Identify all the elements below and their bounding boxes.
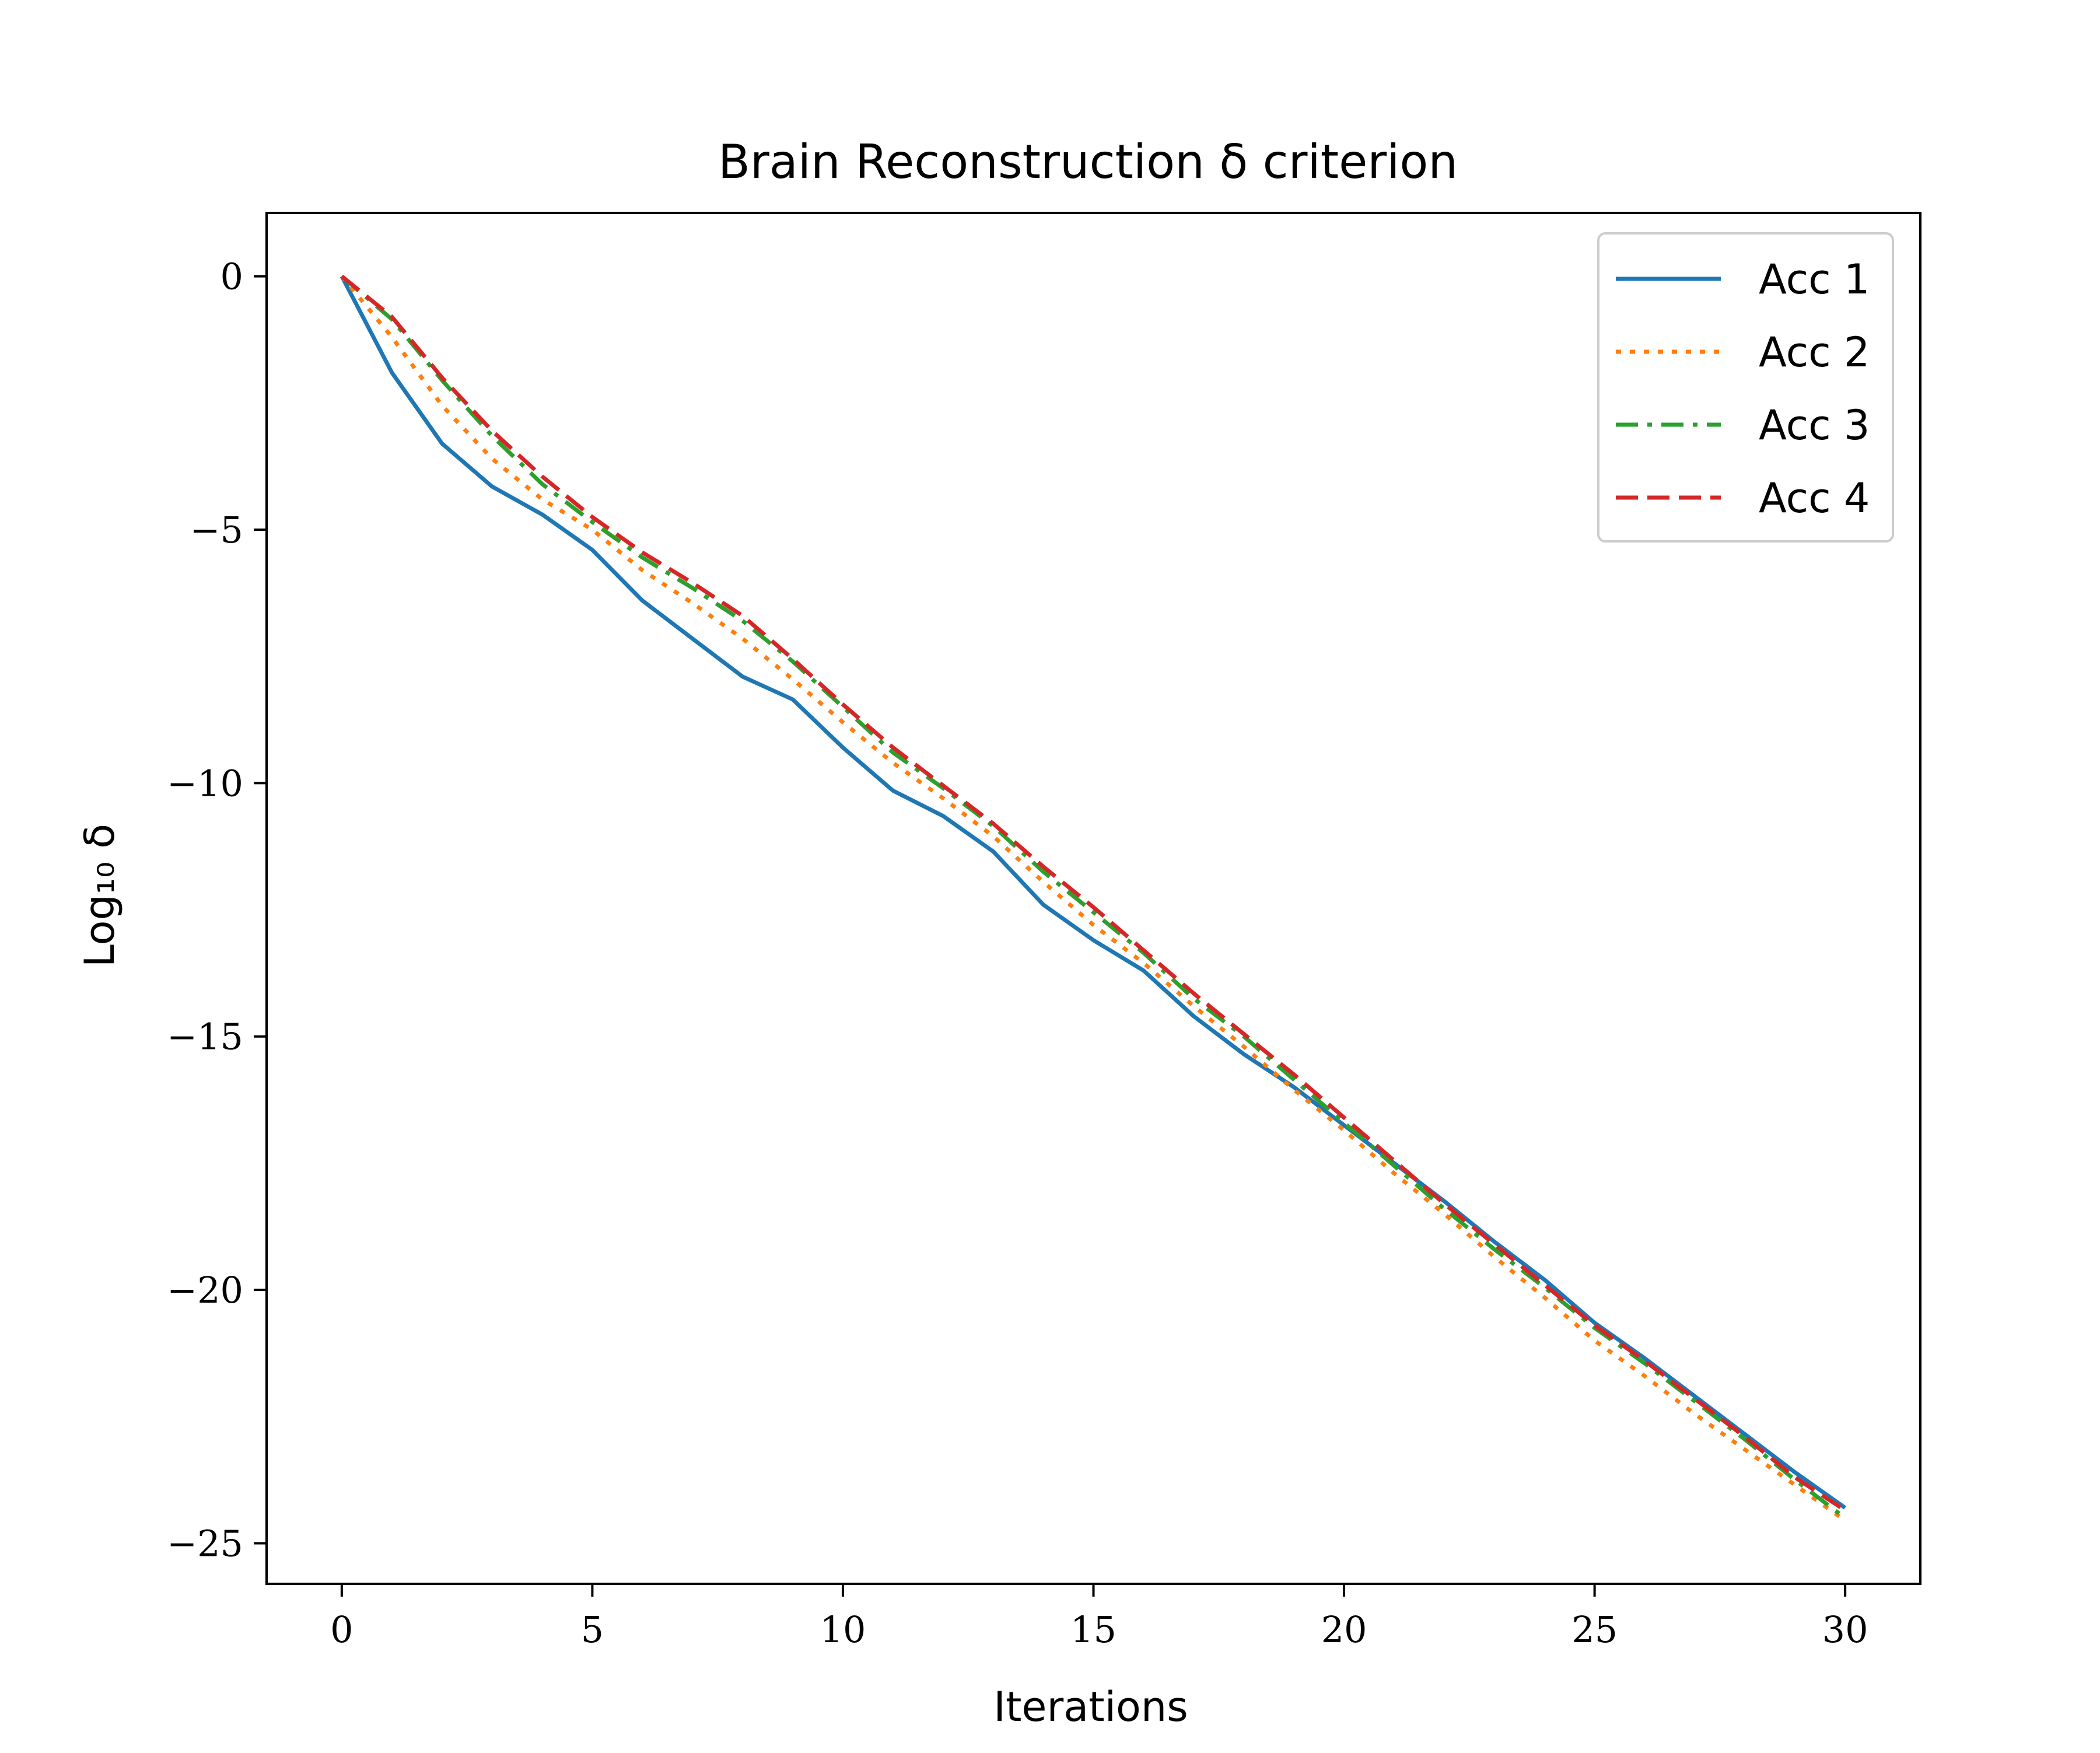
- y-tick-label: −15: [167, 1016, 243, 1058]
- x-tick-label: 30: [1822, 1608, 1868, 1651]
- x-tick-label: 5: [581, 1608, 604, 1651]
- y-tick-label: −10: [167, 762, 243, 804]
- series-line-acc-3: [340, 274, 1847, 1520]
- legend-label: Acc 2: [1759, 328, 1870, 376]
- y-tick-label: 0: [220, 256, 243, 298]
- series-layer: [340, 274, 1847, 1523]
- y-axis-label: Log₁₀ δ: [76, 824, 124, 967]
- x-tick-label: 20: [1321, 1608, 1367, 1651]
- legend-label: Acc 1: [1759, 256, 1870, 303]
- y-tick-label: −5: [190, 509, 243, 551]
- x-tick-label: 15: [1070, 1608, 1116, 1651]
- series-line-acc-2: [340, 275, 1847, 1523]
- y-tick-label: −20: [167, 1269, 243, 1311]
- x-tick-label: 0: [330, 1608, 353, 1651]
- series-line-acc-1: [340, 275, 1847, 1510]
- y-tick-label: −25: [167, 1522, 243, 1565]
- series-line-acc-4: [340, 274, 1847, 1512]
- legend-frame: [1597, 232, 1894, 543]
- legend: Acc 1 Acc 2 Acc 3 Acc 4: [1597, 232, 1894, 543]
- x-tick-label: 10: [820, 1608, 866, 1651]
- x-axis-label: Iterations: [993, 1683, 1188, 1731]
- axes-layer: 0 5 10 15 20 25 30 0 −5 −10 −15 −20 −25: [167, 212, 1922, 1651]
- chart-title: Brain Reconstruction δ criterion: [718, 135, 1458, 189]
- x-tick-label: 25: [1572, 1608, 1618, 1651]
- legend-label: Acc 4: [1759, 474, 1870, 522]
- legend-label: Acc 3: [1759, 401, 1870, 449]
